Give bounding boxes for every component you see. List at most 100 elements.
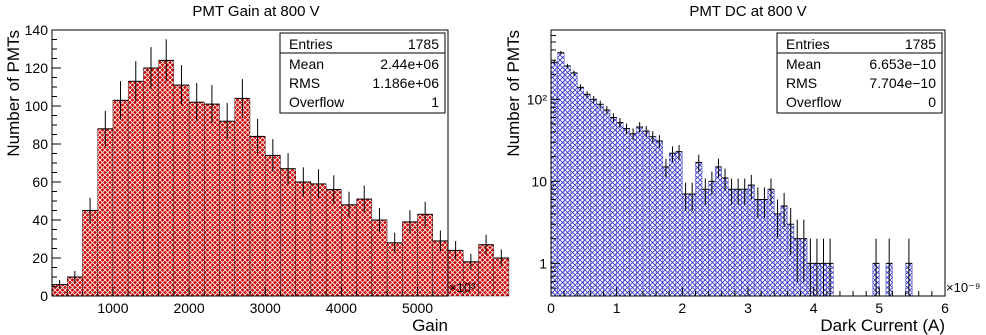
gain-bar	[310, 183, 327, 297]
gain-chart-title: PMT Gain at 800 V	[192, 3, 319, 20]
dc-bar	[649, 136, 657, 297]
gain-bar	[143, 67, 159, 297]
dc-bar	[695, 162, 703, 297]
dc-x-axis: 0 1 2 3 4 5 6	[547, 287, 949, 316]
gain-y-axis-label: Number of PMTs	[4, 30, 23, 157]
dc-x-axis-label: Dark Current (A)	[820, 316, 945, 335]
gain-stat-label: Entries	[289, 36, 333, 52]
dc-bar	[636, 126, 644, 297]
gain-bar	[188, 101, 205, 297]
dc-bar	[767, 189, 775, 297]
gain-bars	[51, 60, 510, 297]
dc-bar	[550, 62, 558, 297]
dc-bar	[590, 99, 598, 297]
gain-stats-box: Entries 1785 Mean 2.44e+06 RMS 1.186e+06…	[279, 32, 446, 114]
gain-x-exponent: ×10³	[449, 280, 476, 295]
dc-x-tick-label: 1	[613, 300, 621, 316]
gain-x-axis: 1000 2000 3000 4000 5000	[66, 287, 449, 316]
gain-x-tick-label: 2000	[173, 300, 204, 316]
gain-stat-label: RMS	[289, 75, 320, 91]
gain-x-tick-label: 3000	[250, 300, 281, 316]
dc-bar	[741, 189, 749, 297]
gain-y-tick-label: 140	[25, 22, 49, 38]
dc-stat-label: Mean	[786, 56, 821, 72]
dc-bar	[577, 87, 585, 297]
dc-error-bars	[551, 50, 913, 296]
gain-bar	[158, 60, 175, 297]
dc-bar	[701, 189, 709, 297]
dc-bar	[714, 166, 722, 297]
gain-bar	[127, 81, 144, 297]
dc-bar	[675, 151, 683, 297]
gain-bar	[204, 103, 220, 297]
dc-stat-label: Entries	[786, 36, 830, 52]
dc-bar	[583, 94, 591, 297]
dc-bar	[708, 181, 716, 297]
gain-x-tick-label: 1000	[97, 300, 128, 316]
dc-bar	[596, 104, 604, 297]
dc-x-tick-label: 3	[744, 300, 752, 316]
dc-bar	[728, 189, 736, 297]
dc-stat-value: 1785	[905, 36, 936, 52]
dc-stats-box: Entries 1785 Mean 6.653e−10 RMS 7.704e−1…	[776, 32, 943, 114]
dc-bar	[609, 117, 617, 297]
gain-bar	[356, 198, 373, 297]
dc-bar	[734, 189, 742, 297]
gain-stat-value: 1785	[408, 36, 439, 52]
gain-y-tick-label: 0	[40, 288, 48, 304]
gain-histogram-panel: PMT Gain at 800 V 0 20 40 60 80 100 120 140 100…	[4, 3, 510, 335]
gain-y-tick-label: 100	[25, 98, 49, 114]
gain-bar	[112, 100, 129, 297]
dc-stat-value: 0	[928, 94, 936, 110]
gain-bar	[249, 136, 266, 297]
dc-stat-label: RMS	[786, 75, 817, 91]
gain-bar	[295, 181, 312, 297]
gain-y-tick-label: 120	[25, 60, 49, 76]
dc-y-tick-label: 1	[539, 255, 547, 271]
gain-y-tick-label: 40	[32, 212, 48, 228]
dc-histogram-panel: PMT DC at 800 V 1 10 10² 0 1 2 3 4 5 6 ×10⁻⁹ Dar…	[504, 3, 980, 335]
gain-x-tick-label: 5000	[402, 300, 433, 316]
dc-bar	[570, 72, 578, 297]
gain-stat-value: 1.186e+06	[372, 75, 439, 91]
dc-x-exponent: ×10⁻⁹	[946, 280, 980, 295]
dc-stat-value: 6.653e−10	[869, 56, 936, 72]
dc-bar	[642, 130, 650, 297]
gain-bar	[325, 189, 342, 297]
dc-stat-value: 7.704e−10	[869, 75, 936, 91]
gain-bar	[341, 204, 357, 297]
gain-bar	[219, 120, 235, 297]
dc-chart-title: PMT DC at 800 V	[689, 3, 806, 20]
dc-bar	[629, 133, 637, 297]
gain-x-axis-label: Gain	[412, 316, 448, 335]
dc-bar	[655, 140, 663, 297]
dc-bar	[563, 65, 571, 297]
dc-y-tick-label: 10	[531, 173, 547, 189]
gain-y-tick-label: 60	[32, 174, 48, 190]
gain-y-axis: 0 20 40 60 80 100 120 140	[25, 22, 61, 304]
gain-stat-label: Mean	[289, 56, 324, 72]
dc-x-tick-label: 6	[941, 300, 949, 316]
dc-y-tick-label: 10²	[527, 91, 548, 107]
gain-y-tick-label: 20	[32, 250, 48, 266]
dc-bar	[616, 122, 624, 297]
gain-error-bars	[52, 39, 509, 290]
gain-stat-value: 2.44e+06	[380, 56, 439, 72]
dc-stat-label: Overflow	[786, 94, 842, 110]
gain-stat-value: 1	[431, 94, 439, 110]
gain-bar	[173, 84, 190, 297]
dc-bar	[557, 52, 565, 297]
dc-x-tick-label: 0	[547, 300, 555, 316]
dc-x-tick-label: 2	[678, 300, 686, 316]
gain-bar	[265, 155, 281, 297]
gain-stat-label: Overflow	[289, 94, 345, 110]
dc-y-axis-label: Number of PMTs	[504, 30, 523, 157]
gain-bar	[82, 210, 98, 297]
dc-bar	[747, 184, 755, 297]
gain-x-tick-label: 4000	[326, 300, 357, 316]
gain-y-tick-label: 80	[32, 136, 48, 152]
gain-bar	[280, 168, 296, 297]
dc-x-tick-label: 4	[810, 300, 818, 316]
dc-y-axis: 1 10 10²	[527, 29, 560, 289]
